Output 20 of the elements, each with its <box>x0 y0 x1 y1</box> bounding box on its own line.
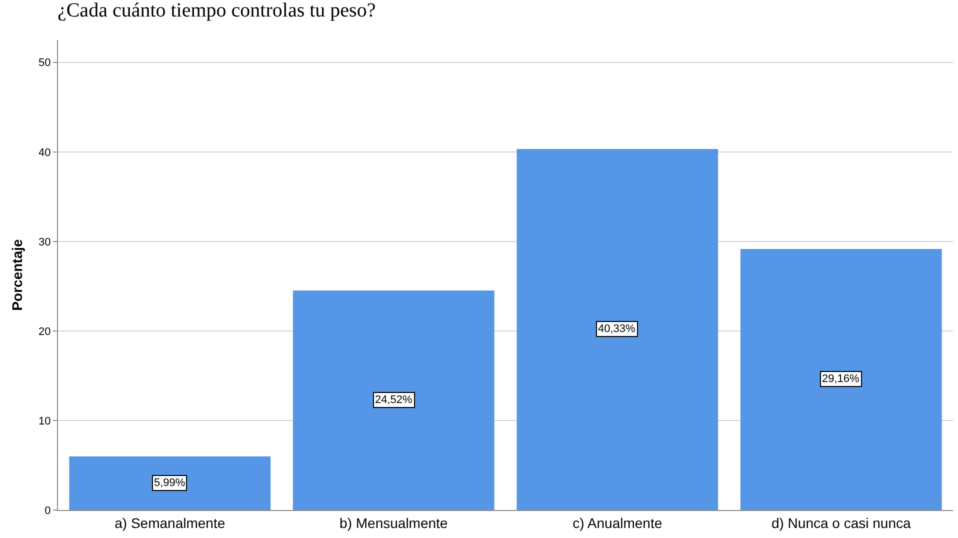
y-axis-title: Porcentaje <box>9 238 26 311</box>
bar <box>516 148 718 510</box>
data-label: 24,52% <box>375 394 413 406</box>
y-tick-label: 40 <box>38 146 51 159</box>
x-tick-label: a) Semanalmente <box>114 514 226 531</box>
y-tick-label: 20 <box>38 326 51 338</box>
x-tick-label: b) Mensualmente <box>340 514 448 531</box>
data-label: 29,16% <box>822 373 860 385</box>
y-tick-label: 30 <box>38 236 51 248</box>
y-tick-label: 10 <box>38 415 51 428</box>
data-label: 40,33% <box>598 323 636 335</box>
x-tick-label: d) Nunca o casi nunca <box>771 514 911 531</box>
bar <box>69 456 271 510</box>
bar <box>740 248 942 510</box>
bar <box>292 290 494 510</box>
y-tick-label: 0 <box>44 504 51 517</box>
chart-title: ¿Cada cuánto tiempo controlas tu peso? <box>57 0 376 22</box>
x-tick-label: c) Anualmente <box>572 514 662 531</box>
data-label: 5,99% <box>154 477 186 489</box>
y-tick-label: 50 <box>38 57 51 70</box>
